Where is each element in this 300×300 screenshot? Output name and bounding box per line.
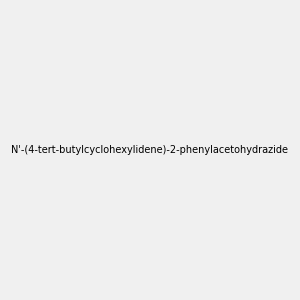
Text: N'-(4-tert-butylcyclohexylidene)-2-phenylacetohydrazide: N'-(4-tert-butylcyclohexylidene)-2-pheny… [11, 145, 289, 155]
